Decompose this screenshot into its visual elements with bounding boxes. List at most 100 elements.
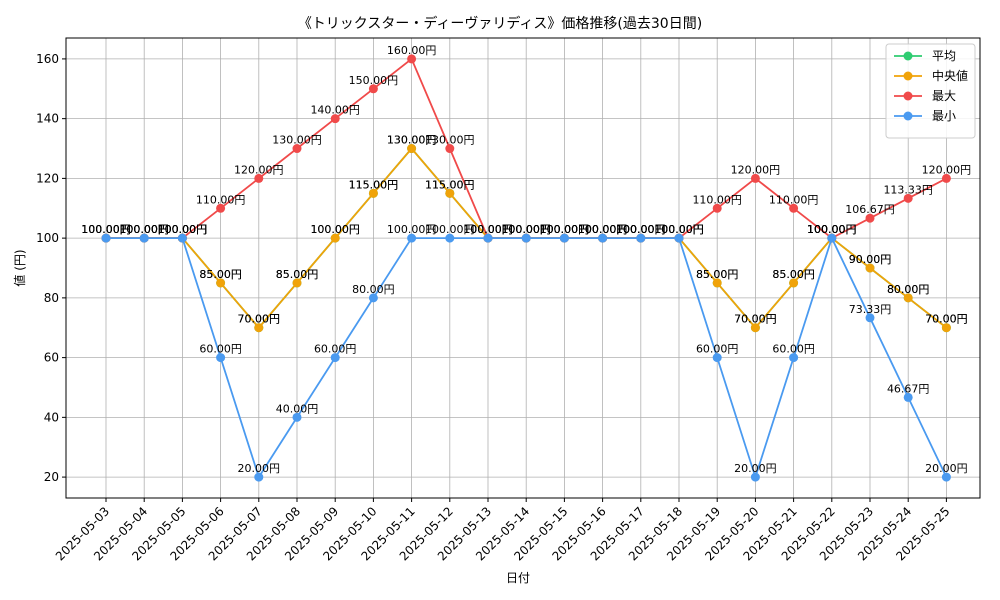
series-1-data-label: 85.00円: [696, 268, 739, 281]
series-3-data-label: 20.00円: [734, 462, 777, 475]
series-3-point: [330, 353, 340, 363]
series-1-data-label: 100.00円: [310, 223, 360, 236]
series-2-point: [941, 173, 951, 183]
series-2-point: [903, 193, 913, 203]
series-3-point: [483, 233, 493, 243]
series-1-data-label: 100.00円: [654, 223, 704, 236]
series-2-data-label: 113.33円: [883, 183, 933, 196]
legend-swatch-marker: [903, 91, 913, 101]
series-1-point: [368, 188, 378, 198]
series-2-data-label: 150.00円: [349, 74, 399, 87]
series-3-data-label: 100.00円: [158, 223, 208, 236]
series-0-data-label: 85.00円: [772, 268, 815, 281]
series-3-data-label: 60.00円: [772, 343, 815, 356]
series-3-data-label: 100.00円: [807, 223, 857, 236]
series-1-point: [789, 278, 799, 288]
series-0-data-label: 80.00円: [887, 283, 930, 296]
series-1-data-label: 130.00円: [387, 134, 437, 147]
y-tick-label: 140: [36, 112, 59, 126]
series-2-point: [789, 203, 799, 213]
series-2-data-label: 110.00円: [769, 193, 819, 206]
series-1-data-label: 100.00円: [119, 223, 169, 236]
series-1-point: [292, 278, 302, 288]
series-1-data-label: 85.00円: [199, 268, 242, 281]
series-3-point: [177, 233, 187, 243]
series-0-data-label: 130.00円: [387, 134, 437, 147]
legend-label[interactable]: 最小: [932, 109, 956, 123]
series-2-point: [445, 144, 455, 154]
y-tick-label: 100: [36, 231, 59, 245]
series-1-data-label: 90.00円: [849, 253, 892, 266]
series-1-data-label: 70.00円: [925, 313, 968, 326]
series-3-point: [216, 353, 226, 363]
series-1-data-label: 100.00円: [81, 223, 131, 236]
legend-label[interactable]: 最大: [932, 89, 956, 103]
data-labels-layer: 100.00円100.00円100.00円85.00円70.00円85.00円1…: [81, 44, 971, 475]
series-1-data-label: 85.00円: [772, 268, 815, 281]
legend-swatch-marker: [903, 71, 913, 81]
series-1-data-label: 100.00円: [501, 223, 551, 236]
series-0-data-label: 100.00円: [578, 223, 628, 236]
series-3-data-label: 100.00円: [425, 223, 475, 236]
series-2-point: [750, 173, 760, 183]
series-2-data-label: 100.00円: [501, 223, 551, 236]
legend-swatch-marker: [903, 51, 913, 61]
series-0-data-label: 100.00円: [807, 223, 857, 236]
series-1-data-label: 70.00円: [238, 313, 281, 326]
series-2-data-label: 100.00円: [158, 223, 208, 236]
y-tick-label: 20: [44, 470, 59, 484]
series-3-data-label: 100.00円: [501, 223, 551, 236]
series-0-data-label: 100.00円: [540, 223, 590, 236]
series-3-data-label: 100.00円: [578, 223, 628, 236]
series-2-point: [407, 54, 417, 64]
series-3-data-label: 46.67円: [887, 382, 930, 395]
series-3-data-label: 100.00円: [81, 223, 131, 236]
y-tick-label: 80: [44, 291, 59, 305]
series-3-data-label: 100.00円: [387, 223, 437, 236]
y-axis-ticks: 20 40 60 80 100 120 140 160: [36, 52, 66, 484]
series-1-data-label: 100.00円: [540, 223, 590, 236]
series-3-point: [139, 233, 149, 243]
series-1-data-label: 115.00円: [349, 178, 399, 191]
series-3-data-label: 100.00円: [119, 223, 169, 236]
series-2-point: [216, 203, 226, 213]
series-3-data-label: 20.00円: [925, 462, 968, 475]
series-0-data-label: 85.00円: [199, 268, 242, 281]
series-2-data-label: 130.00円: [425, 134, 475, 147]
series-2-point: [865, 213, 875, 223]
series-3-point: [941, 472, 951, 482]
series-0-data-label: 90.00円: [849, 253, 892, 266]
series-0-data-label: 70.00円: [238, 313, 281, 326]
series-0-data-label: 100.00円: [654, 223, 704, 236]
series-3-data-label: 80.00円: [352, 283, 395, 296]
series-0-data-label: 115.00円: [425, 178, 475, 191]
series-3-point: [101, 233, 111, 243]
series-2-point: [254, 173, 264, 183]
series-1-data-label: 100.00円: [158, 223, 208, 236]
series-2-data-label: 120.00円: [922, 163, 972, 176]
series-2-data-label: 100.00円: [616, 223, 666, 236]
series-3-point: [865, 313, 875, 323]
y-axis-label: 値 (円): [12, 249, 27, 286]
series-2-data-label: 100.00円: [81, 223, 131, 236]
series-3-point: [368, 293, 378, 303]
series-2-data-label: 100.00円: [540, 223, 590, 236]
legend-label[interactable]: 平均: [932, 49, 956, 63]
x-axis-ticks: 2025-05-032025-05-042025-05-052025-05-06…: [53, 498, 953, 563]
series-2-data-label: 100.00円: [463, 223, 513, 236]
series-1-data-label: 100.00円: [463, 223, 513, 236]
series-1-data-label: 80.00円: [887, 283, 930, 296]
series-0-data-label: 115.00円: [349, 178, 399, 191]
series-3-point: [712, 353, 722, 363]
y-tick-label: 160: [36, 52, 59, 66]
series-1-point: [330, 233, 340, 243]
series-3-data-label: 100.00円: [540, 223, 590, 236]
series-2-data-label: 130.00円: [272, 134, 322, 147]
series-3-point: [521, 233, 531, 243]
series-2-data-label: 140.00円: [310, 104, 360, 117]
y-tick-label: 120: [36, 171, 59, 185]
series-1-point: [216, 278, 226, 288]
legend-label[interactable]: 中央値: [932, 68, 968, 83]
series-0-data-label: 100.00円: [158, 223, 208, 236]
